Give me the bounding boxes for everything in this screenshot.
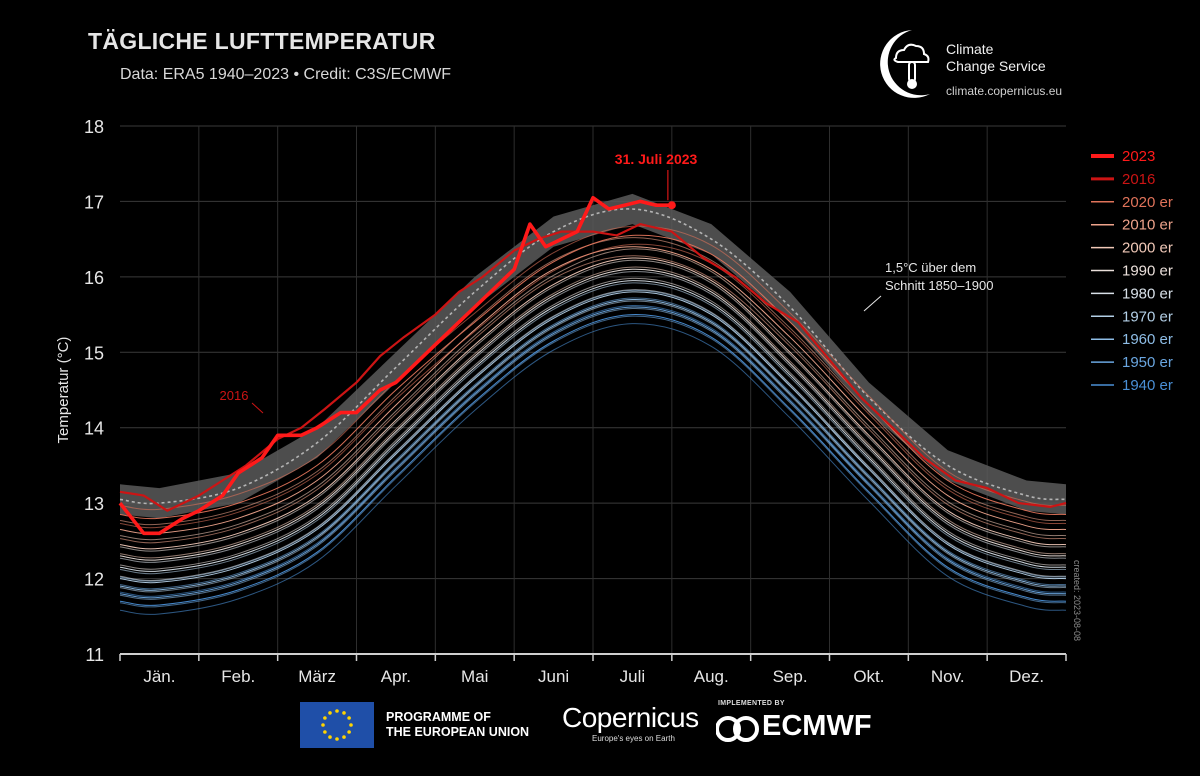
series-line	[119, 282, 1067, 575]
y-tick-label: 12	[84, 570, 104, 590]
legend-item-label: 2016	[1122, 171, 1155, 188]
series-line	[119, 298, 1067, 591]
eu-star	[347, 716, 351, 720]
y-tick-label: 14	[84, 419, 104, 439]
x-tick-label: Sep.	[773, 667, 808, 686]
eu-star	[342, 711, 346, 715]
created-note: created: 2023-08-08	[1072, 560, 1082, 641]
series-line	[119, 234, 1067, 520]
series-line	[119, 297, 1067, 590]
legend-item-label: 2000 er	[1122, 240, 1173, 257]
y-tick-label: 11	[85, 645, 104, 665]
eu-line2: THE EUROPEAN UNION	[386, 725, 530, 739]
series-line	[119, 266, 1067, 559]
eu-star	[323, 730, 327, 734]
series-line	[119, 243, 1067, 529]
series-line	[119, 289, 1067, 582]
eu-star	[347, 730, 351, 734]
annotation-threshold-pointer	[863, 295, 882, 312]
y-tick-label: 16	[84, 268, 104, 288]
eu-programme-text: PROGRAMME OF THE EUROPEAN UNION	[386, 710, 529, 740]
series-line	[119, 248, 1067, 541]
page-title: TÄGLICHE LUFTTEMPERATUR	[88, 28, 436, 54]
series-line	[119, 255, 1067, 544]
series-line	[119, 314, 1067, 606]
eu-line1: PROGRAMME OF	[386, 710, 491, 724]
peak-marker	[667, 201, 676, 210]
series-line	[119, 277, 1067, 570]
series-line	[119, 300, 1067, 593]
x-tick-label: März	[298, 667, 336, 686]
series-line	[119, 304, 1067, 597]
x-tick-label: Aug.	[694, 667, 729, 686]
legend-item-label: 1980 er	[1122, 285, 1173, 302]
temperature-chart: 11 12 13 14 15 16 17 18 Temperatur (°C) Jän. Feb. M…	[55, 117, 1173, 686]
x-tick-label: Dez.	[1009, 667, 1044, 686]
x-tick-label: Okt.	[853, 667, 884, 686]
legend-item-label: 2020 er	[1122, 194, 1173, 211]
legend-item-label: 1950 er	[1122, 354, 1173, 371]
legend-item-label: 2010 er	[1122, 217, 1173, 234]
annotation-2016-label: 2016	[220, 388, 249, 403]
series-line	[119, 291, 1067, 584]
eu-star	[328, 711, 332, 715]
c3s-url-link[interactable]: climate.copernicus.eu	[946, 84, 1063, 98]
c3s-name: Climate Change Service	[946, 41, 1046, 75]
eu-star	[349, 723, 353, 727]
implemented-by-label: IMPLEMENTED BY	[718, 700, 785, 707]
annotation-peak-label: 31. Juli 2023	[615, 151, 698, 167]
ecmwf-logo-icon	[716, 716, 759, 742]
eu-star	[323, 716, 327, 720]
eu-flag-icon	[300, 702, 374, 748]
copernicus-tagline: Europe's eyes on Earth	[592, 734, 675, 743]
x-tick-label: Feb.	[221, 667, 255, 686]
footer-logos: PROGRAMME OF THE EUROPEAN UNION Copernic…	[0, 696, 1200, 756]
c3s-name-line2: Change Service	[946, 58, 1046, 74]
series-line	[119, 306, 1067, 599]
eu-star	[335, 709, 339, 713]
c3s-logo-icon	[880, 30, 930, 98]
series-line	[119, 257, 1067, 550]
x-tick-label: Juli	[620, 667, 646, 686]
ecmwf-wordmark: ECMWF	[762, 710, 872, 742]
eu-star	[342, 735, 346, 739]
page-subtitle: Data: ERA5 1940–2023 • Credit: C3S/ECMWF	[120, 66, 452, 83]
c3s-name-line1: Climate	[946, 41, 994, 57]
legend-item-label: 1970 er	[1122, 308, 1173, 325]
legend-item-label: 1990 er	[1122, 263, 1173, 280]
x-tick-label: Juni	[538, 667, 569, 686]
copernicus-logo-icon: Copernicus	[562, 702, 699, 733]
y-axis-label: Temperatur (°C)	[55, 337, 72, 444]
legend-item-label: 1960 er	[1122, 331, 1173, 348]
x-tick-label: Apr.	[381, 667, 411, 686]
annotation-threshold-line1: 1,5°C über dem	[885, 260, 976, 275]
x-tick-label: Mai	[461, 667, 488, 686]
eu-star	[321, 723, 325, 727]
y-tick-label: 17	[84, 192, 104, 212]
series-line	[119, 268, 1067, 561]
legend-item-label: 1940 er	[1122, 377, 1173, 394]
y-tick-label: 18	[84, 117, 104, 137]
series-line	[119, 289, 1067, 582]
annotation-2016-pointer	[251, 402, 264, 414]
eu-star	[328, 735, 332, 739]
series-line	[119, 271, 1067, 563]
series-line	[119, 259, 1067, 552]
series-line-2023	[118, 195, 672, 536]
legend: 2023 2016 2020 er 2010 er 2000 er 1990 er 1980…	[1091, 148, 1173, 394]
y-tick-label: 15	[84, 343, 104, 363]
series-line	[119, 323, 1067, 615]
y-tick-label: 13	[84, 494, 104, 514]
x-tick-label: Nov.	[931, 667, 965, 686]
series-line	[119, 307, 1067, 600]
series-line	[119, 315, 1067, 608]
legend-item-label: 2023	[1122, 148, 1155, 165]
annotation-threshold-line2: Schnitt 1850–1900	[885, 278, 993, 293]
eu-star	[335, 737, 339, 741]
x-tick-label: Jän.	[143, 667, 175, 686]
series-line	[119, 280, 1067, 572]
